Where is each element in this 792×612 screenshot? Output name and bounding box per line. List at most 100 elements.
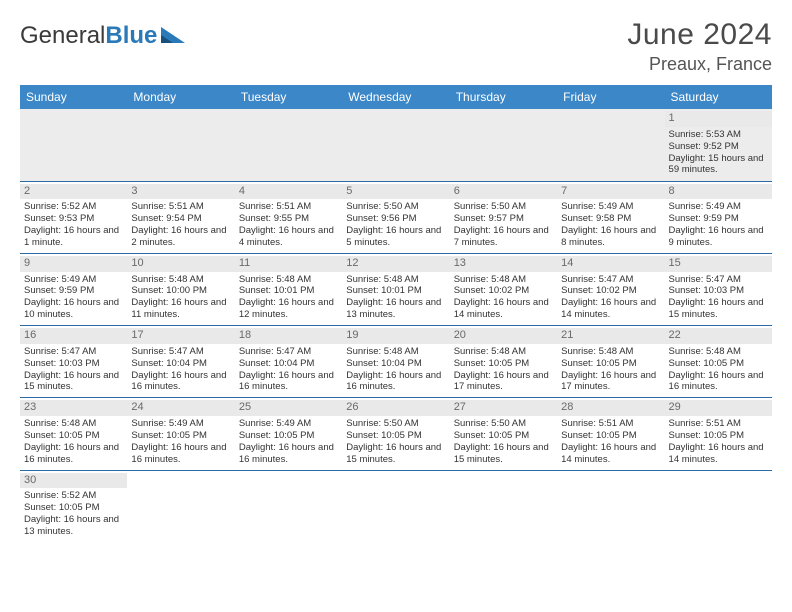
calendar-cell: 20 Sunrise: 5:48 AMSunset: 10:05 PMDaylig… [450,326,557,398]
day-info: Sunrise: 5:47 AMSunset: 10:04 PMDaylight… [239,346,338,394]
day-info: Sunrise: 5:49 AMSunset: 9:59 PMDaylight:… [24,274,123,322]
calendar-cell [342,470,449,542]
calendar-cell: 2Sunrise: 5:52 AMSunset: 9:53 PMDaylight… [20,181,127,253]
day-info: Sunrise: 5:47 AMSunset: 10:02 PMDaylight… [561,274,660,322]
day-number: 11 [235,256,342,272]
calendar-cell [127,470,234,542]
weekday-header: Tuesday [235,85,342,109]
flag-icon [161,25,187,45]
calendar-table: SundayMondayTuesdayWednesdayThursdayFrid… [20,85,772,542]
day-number: 21 [557,328,664,344]
calendar-cell [235,470,342,542]
calendar-cell [20,109,127,181]
day-info: Sunrise: 5:48 AMSunset: 10:00 PMDaylight… [131,274,230,322]
calendar-cell [557,109,664,181]
day-number: 12 [342,256,449,272]
header: GeneralBlue June 2024 Preaux, France [20,18,772,75]
calendar-cell: 9 Sunrise: 5:49 AMSunset: 9:59 PMDaylight… [20,253,127,325]
day-info: Sunrise: 5:51 AMSunset: 9:55 PMDaylight:… [239,201,338,249]
calendar-cell: 22 Sunrise: 5:48 AMSunset: 10:05 PMDaylig… [665,326,772,398]
calendar-cell [342,109,449,181]
calendar-cell: 12 Sunrise: 5:48 AMSunset: 10:01 PMDaylig… [342,253,449,325]
calendar-cell: 3Sunrise: 5:51 AMSunset: 9:54 PMDaylight… [127,181,234,253]
calendar-cell: 26 Sunrise: 5:50 AMSunset: 10:05 PMDaylig… [342,398,449,470]
day-info: Sunrise: 5:53 AMSunset: 9:52 PMDaylight:… [669,129,768,177]
calendar-cell: 5Sunrise: 5:50 AMSunset: 9:56 PMDaylight… [342,181,449,253]
day-info: Sunrise: 5:47 AMSunset: 10:03 PMDaylight… [669,274,768,322]
day-info: Sunrise: 5:51 AMSunset: 10:05 PMDaylight… [669,418,768,466]
calendar-cell: 13Sunrise: 5:48 AMSunset: 10:02 PMDaylig… [450,253,557,325]
day-number: 16 [20,328,127,344]
day-number: 20 [450,328,557,344]
day-info: Sunrise: 5:47 AMSunset: 10:04 PMDaylight… [131,346,230,394]
calendar-header-row: SundayMondayTuesdayWednesdayThursdayFrid… [20,85,772,109]
day-number: 25 [235,400,342,416]
day-info: Sunrise: 5:51 AMSunset: 10:05 PMDaylight… [561,418,660,466]
day-number: 7 [557,184,664,200]
day-info: Sunrise: 5:49 AMSunset: 9:59 PMDaylight:… [669,201,768,249]
day-info: Sunrise: 5:52 AMSunset: 9:53 PMDaylight:… [24,201,123,249]
title-block: June 2024 Preaux, France [627,18,772,75]
calendar-cell: 14Sunrise: 5:47 AMSunset: 10:02 PMDaylig… [557,253,664,325]
day-number: 8 [665,184,772,200]
day-number: 15 [665,256,772,272]
calendar-cell [557,470,664,542]
calendar-cell: 23Sunrise: 5:48 AMSunset: 10:05 PMDaylig… [20,398,127,470]
calendar-cell: 11 Sunrise: 5:48 AMSunset: 10:01 PMDaylig… [235,253,342,325]
calendar-cell: 24Sunrise: 5:49 AMSunset: 10:05 PMDaylig… [127,398,234,470]
day-info: Sunrise: 5:50 AMSunset: 9:56 PMDaylight:… [346,201,445,249]
day-info: Sunrise: 5:49 AMSunset: 10:05 PMDaylight… [239,418,338,466]
day-info: Sunrise: 5:48 AMSunset: 10:05 PMDaylight… [24,418,123,466]
calendar-cell: 16Sunrise: 5:47 AMSunset: 10:03 PMDaylig… [20,326,127,398]
calendar-cell [127,109,234,181]
weekday-header: Thursday [450,85,557,109]
day-number: 4 [235,184,342,200]
location: Preaux, France [627,54,772,75]
day-number: 2 [20,184,127,200]
day-number: 10 [127,256,234,272]
logo-text-general: General [20,22,105,50]
day-info: Sunrise: 5:50 AMSunset: 9:57 PMDaylight:… [454,201,553,249]
calendar-cell: 18 Sunrise: 5:47 AMSunset: 10:04 PMDaylig… [235,326,342,398]
calendar-cell: 30Sunrise: 5:52 AMSunset: 10:05 PMDaylig… [20,470,127,542]
day-info: Sunrise: 5:48 AMSunset: 10:01 PMDaylight… [239,274,338,322]
day-number: 30 [20,473,127,489]
day-number: 29 [665,400,772,416]
day-number: 28 [557,400,664,416]
day-info: Sunrise: 5:50 AMSunset: 10:05 PMDaylight… [346,418,445,466]
day-number: 26 [342,400,449,416]
day-info: Sunrise: 5:48 AMSunset: 10:05 PMDaylight… [454,346,553,394]
calendar-cell [665,470,772,542]
calendar-cell: 28 Sunrise: 5:51 AMSunset: 10:05 PMDaylig… [557,398,664,470]
day-number: 18 [235,328,342,344]
day-number: 13 [450,256,557,272]
day-info: Sunrise: 5:51 AMSunset: 9:54 PMDaylight:… [131,201,230,249]
day-info: Sunrise: 5:48 AMSunset: 10:05 PMDaylight… [669,346,768,394]
day-info: Sunrise: 5:48 AMSunset: 10:01 PMDaylight… [346,274,445,322]
day-info: Sunrise: 5:50 AMSunset: 10:05 PMDaylight… [454,418,553,466]
month-title: June 2024 [627,18,772,52]
calendar-cell [235,109,342,181]
day-info: Sunrise: 5:49 AMSunset: 9:58 PMDaylight:… [561,201,660,249]
day-number: 6 [450,184,557,200]
day-number: 5 [342,184,449,200]
logo-text-blue: Blue [105,22,157,50]
day-number: 17 [127,328,234,344]
day-number: 1 [665,111,772,127]
calendar-cell: 27Sunrise: 5:50 AMSunset: 10:05 PMDaylig… [450,398,557,470]
calendar-cell: 10 Sunrise: 5:48 AMSunset: 10:00 PMDaylig… [127,253,234,325]
weekday-header: Friday [557,85,664,109]
day-number: 22 [665,328,772,344]
day-number: 3 [127,184,234,200]
weekday-header: Monday [127,85,234,109]
day-number: 19 [342,328,449,344]
day-info: Sunrise: 5:48 AMSunset: 10:04 PMDaylight… [346,346,445,394]
day-info: Sunrise: 5:48 AMSunset: 10:05 PMDaylight… [561,346,660,394]
day-number: 9 [20,256,127,272]
calendar-cell: 17 Sunrise: 5:47 AMSunset: 10:04 PMDaylig… [127,326,234,398]
calendar-cell [450,109,557,181]
calendar-cell: 8Sunrise: 5:49 AMSunset: 9:59 PMDaylight… [665,181,772,253]
calendar-cell: 1 Sunrise: 5:53 AMSunset: 9:52 PMDaylight… [665,109,772,181]
calendar-cell: 21 Sunrise: 5:48 AMSunset: 10:05 PMDaylig… [557,326,664,398]
day-number: 24 [127,400,234,416]
